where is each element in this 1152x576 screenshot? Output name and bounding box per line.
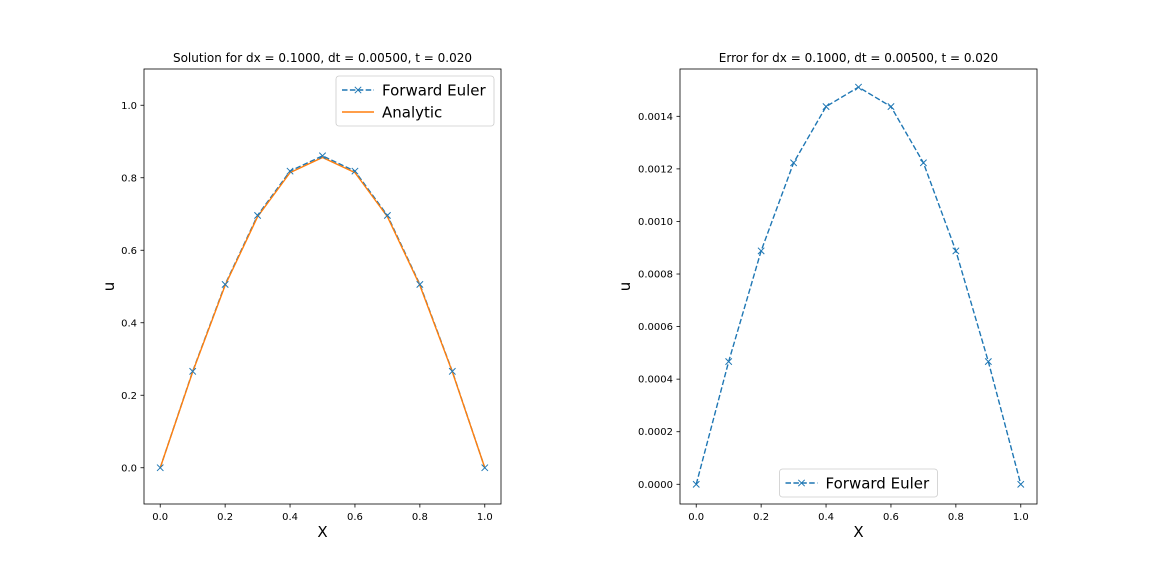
series-line-forward-euler [159, 155, 486, 468]
data-point [416, 280, 424, 288]
y-tick-label: 0.8 [121, 173, 137, 184]
chart-title: Error for dx = 0.1000, dt = 0.00500, t =… [719, 51, 998, 65]
legend-box [335, 75, 495, 127]
data-point [481, 464, 489, 472]
data-point [1017, 480, 1025, 488]
data-point [351, 167, 359, 175]
data-point [887, 103, 895, 111]
x-tick-label: 1.0 [477, 512, 493, 523]
y-tick-label: 0.0000 [638, 480, 673, 491]
x-tick-label: 0.8 [412, 512, 428, 523]
data-point [692, 480, 700, 488]
x-tick-label: 1.0 [1013, 512, 1029, 523]
x-tick-label: 0.0 [152, 512, 168, 523]
data-point [984, 357, 992, 366]
chart-title: Solution for dx = 0.1000, dt = 0.00500, … [173, 51, 472, 65]
data-point [221, 280, 229, 288]
series-line-forward-euler [695, 86, 1022, 485]
data-point [286, 167, 294, 175]
y-axis-label: u [616, 282, 634, 292]
legend: Forward Euler Analytic [335, 75, 495, 127]
y-tick-label: 0.0014 [638, 112, 673, 123]
y-tick-label: 0.0004 [638, 375, 673, 386]
x-tick-label: 0.8 [948, 512, 964, 523]
data-point [156, 464, 164, 472]
y-tick-label: 0.0010 [638, 217, 673, 228]
x-axis-label: X [853, 523, 863, 541]
y-tick-label: 0.6 [121, 246, 137, 257]
plot-frame [679, 68, 1038, 505]
plot-frame [143, 68, 502, 505]
data-point [952, 247, 960, 255]
data-point [919, 159, 927, 167]
y-tick-label: 0.0008 [638, 270, 673, 281]
data-point [448, 367, 456, 375]
chart-2: Error for dx = 0.1000, dt = 0.00500, t =… [616, 51, 1038, 541]
legend-marker [354, 86, 362, 94]
x-tick-label: 0.4 [282, 512, 298, 523]
data-point [757, 247, 765, 255]
y-tick-label: 0.0006 [638, 322, 673, 333]
x-tick-label: 0.6 [347, 512, 363, 523]
y-tick-label: 0.0002 [638, 427, 673, 438]
y-tick-label: 0.4 [121, 318, 137, 329]
chart-1: Solution for dx = 0.1000, dt = 0.00500, … [100, 51, 502, 541]
data-point [189, 367, 197, 375]
data-point [854, 83, 863, 91]
legend: Forward Euler [779, 468, 938, 498]
x-axis-label: X [317, 523, 327, 541]
legend-marker [797, 479, 806, 487]
data-point [383, 211, 391, 219]
y-tick-label: 0.2 [121, 391, 137, 402]
legend-label: Forward Euler [826, 475, 930, 493]
x-tick-label: 0.0 [688, 512, 704, 523]
legend-box [779, 468, 938, 498]
y-tick-label: 0.0 [121, 463, 137, 474]
legend-label: Forward Euler [382, 82, 486, 100]
data-point [822, 103, 830, 111]
data-point [254, 211, 262, 219]
x-tick-label: 0.2 [753, 512, 769, 523]
data-point [790, 159, 798, 167]
x-tick-label: 0.6 [883, 512, 899, 523]
y-tick-label: 1.0 [121, 101, 137, 112]
series-line-analytic [159, 156, 486, 468]
x-tick-label: 0.2 [217, 512, 233, 523]
y-axis-label: u [100, 282, 118, 292]
x-tick-label: 0.4 [818, 512, 834, 523]
data-point [318, 152, 327, 160]
legend-label: Analytic [382, 104, 442, 122]
y-tick-label: 0.0012 [638, 164, 673, 175]
data-point [725, 357, 733, 366]
